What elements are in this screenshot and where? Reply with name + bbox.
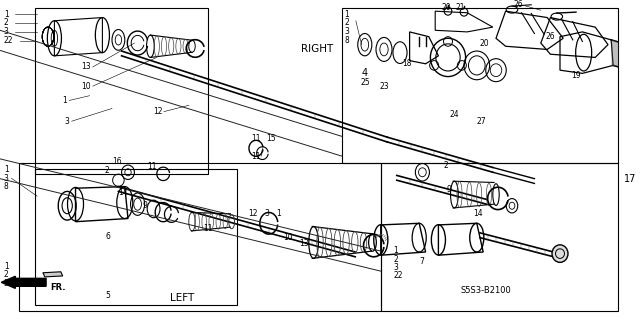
Text: 3: 3: [4, 27, 9, 36]
Text: 12: 12: [248, 209, 258, 218]
Text: 23: 23: [380, 82, 389, 91]
Text: 11: 11: [252, 152, 261, 161]
Bar: [35, 169, 237, 305]
Text: 26: 26: [545, 32, 555, 41]
Bar: [35, 8, 208, 174]
Text: 1: 1: [344, 10, 349, 19]
Text: 14: 14: [474, 209, 483, 218]
Text: 2: 2: [4, 19, 8, 27]
Text: 9: 9: [142, 201, 147, 210]
Text: 10: 10: [81, 82, 91, 91]
Text: 1: 1: [62, 96, 67, 105]
Text: 2: 2: [4, 271, 8, 279]
Text: 19: 19: [572, 71, 581, 80]
Text: 11: 11: [204, 224, 213, 233]
Text: 1: 1: [276, 209, 281, 218]
Bar: [342, 8, 618, 163]
Text: 3: 3: [264, 209, 269, 218]
Text: 3: 3: [4, 174, 9, 182]
Bar: [19, 163, 381, 311]
Text: LEFT: LEFT: [170, 293, 194, 303]
Text: 8: 8: [344, 36, 349, 45]
Text: 3: 3: [344, 27, 349, 36]
Text: 24: 24: [450, 110, 460, 119]
Text: 17: 17: [624, 174, 636, 184]
Text: 1: 1: [394, 246, 398, 255]
Text: 20: 20: [480, 39, 490, 48]
Polygon shape: [43, 272, 63, 277]
Text: RIGHT: RIGHT: [301, 44, 333, 55]
Text: 11: 11: [252, 134, 261, 143]
Ellipse shape: [552, 245, 568, 262]
Text: 7: 7: [419, 257, 424, 266]
Text: 8: 8: [4, 182, 8, 191]
Text: 1: 1: [4, 262, 8, 271]
Text: 10: 10: [284, 233, 293, 242]
Text: 22: 22: [394, 271, 403, 280]
Text: 14: 14: [118, 189, 128, 197]
Text: 3: 3: [4, 279, 9, 288]
Text: 25: 25: [360, 78, 370, 87]
Text: 18: 18: [402, 59, 412, 68]
Bar: [381, 163, 618, 311]
Text: 2: 2: [394, 255, 398, 263]
Text: S5S3-B2100: S5S3-B2100: [461, 286, 511, 295]
Text: 27: 27: [477, 117, 486, 126]
Text: 21: 21: [456, 4, 465, 12]
Text: 1: 1: [4, 165, 8, 174]
Text: 12: 12: [154, 107, 163, 116]
Text: 2: 2: [104, 166, 109, 175]
Text: 3: 3: [394, 263, 399, 272]
Text: 13: 13: [81, 63, 91, 71]
Text: 6: 6: [106, 232, 111, 241]
Text: 20: 20: [442, 4, 451, 12]
Text: 11: 11: [147, 162, 157, 171]
Text: 22: 22: [4, 36, 13, 45]
Text: 1: 1: [4, 10, 8, 19]
Text: 26: 26: [514, 0, 524, 9]
Text: 13: 13: [299, 239, 308, 248]
Text: 15: 15: [266, 134, 276, 143]
Text: FR.: FR.: [50, 283, 65, 292]
Text: 4: 4: [362, 68, 368, 78]
Text: 16: 16: [112, 157, 122, 166]
Text: 2: 2: [344, 19, 349, 27]
Text: 3: 3: [64, 117, 69, 126]
FancyArrow shape: [1, 276, 46, 288]
Text: 5: 5: [106, 291, 111, 300]
Text: 2: 2: [444, 161, 448, 170]
Text: 9: 9: [446, 185, 451, 194]
